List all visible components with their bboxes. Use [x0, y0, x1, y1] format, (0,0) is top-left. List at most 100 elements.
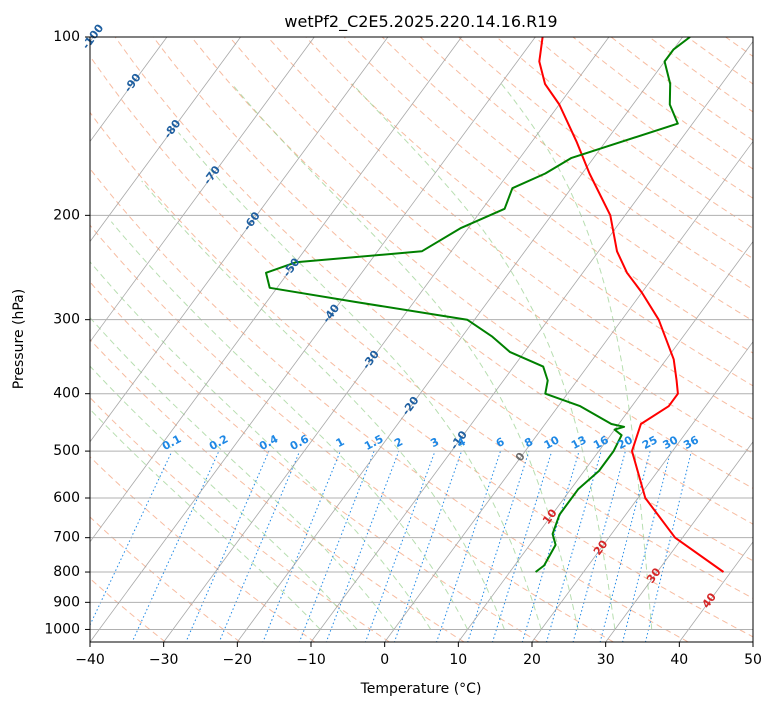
mixing-ratio-line — [521, 450, 580, 642]
x-tick-label: −10 — [296, 652, 326, 668]
y-tick-label: 400 — [53, 386, 80, 402]
dry-adiabat — [725, 37, 753, 58]
mixing-ratio-line — [90, 450, 173, 627]
isotherm-line — [310, 40, 753, 642]
x-tick-label: 10 — [449, 652, 467, 668]
y-tick-label: 300 — [53, 312, 80, 328]
moist-adiabat — [90, 316, 395, 630]
profile-lines — [265, 37, 725, 573]
y-tick-label: 500 — [53, 443, 80, 459]
x-tick-label: −40 — [75, 652, 105, 668]
mixing-ratio-line — [298, 450, 375, 642]
mixing-ratio-label: 0.6 — [288, 432, 312, 453]
isotherm-label: -90 — [121, 71, 143, 95]
dry-adiabat — [90, 516, 241, 642]
isotherm-label: -50 — [280, 255, 302, 279]
x-tick-label: 50 — [744, 652, 762, 668]
chart-title: wetPf2_C2E5.2025.220.14.16.R19 — [284, 12, 557, 32]
isotherm-line — [384, 140, 753, 642]
mixing-ratio-label: 1 — [334, 435, 347, 450]
dry-adiabat — [90, 111, 753, 638]
x-tick-label: −30 — [149, 652, 179, 668]
x-tick-label: 20 — [523, 652, 541, 668]
isotherm-label: 40 — [699, 590, 719, 610]
mixing-ratio-label: 20 — [615, 433, 635, 452]
isotherm-line — [457, 240, 753, 642]
y-axis-title: Pressure (hPa) — [11, 289, 27, 389]
isotherm-line — [90, 37, 536, 642]
y-tick-label: 800 — [53, 564, 80, 580]
y-tick-label: 600 — [53, 490, 80, 506]
moist-adiabat — [178, 132, 542, 630]
isotherm-label: -20 — [399, 394, 421, 418]
y-axis: 100 200 300 400 500 600 700 800 900 1000 — [44, 29, 90, 637]
isotherm-line — [163, 37, 610, 642]
dry-adiabat — [90, 456, 315, 642]
dry-adiabat — [229, 37, 753, 454]
moist-adiabat — [141, 180, 505, 630]
background-lines — [90, 37, 775, 642]
isotherm-line — [90, 37, 241, 243]
mixing-ratio-label: 0.4 — [257, 432, 281, 453]
isotherm-line — [605, 441, 753, 642]
mixing-ratio-line — [131, 450, 220, 642]
dry-adiabat — [267, 37, 753, 420]
mixing-ratio-line — [599, 450, 651, 642]
dry-adiabat — [114, 37, 753, 562]
x-axis: −40 −30 −20 −10 0 10 20 30 40 50 — [75, 642, 762, 668]
dry-adiabat — [90, 167, 689, 642]
temperature-profile-line — [538, 37, 725, 573]
isotherm-line — [90, 37, 168, 143]
dry-adiabat — [90, 396, 390, 642]
moist-adiabat — [90, 261, 432, 630]
mixing-ratio-line — [492, 450, 553, 642]
mixing-ratio-label: 3 — [428, 435, 441, 450]
moist-adiabat — [501, 83, 653, 630]
mixing-ratio-label: 13 — [569, 433, 589, 452]
dry-adiabat — [687, 37, 753, 85]
dry-adiabat — [419, 37, 753, 291]
isotherm-label: -30 — [360, 348, 382, 372]
isotherm-line — [752, 641, 753, 642]
isotherm-line — [90, 37, 315, 343]
dry-adiabat — [191, 37, 753, 489]
mixing-ratio-line — [467, 450, 530, 642]
y-tick-label: 700 — [53, 530, 80, 546]
mixing-ratio-label: 30 — [661, 433, 681, 452]
mixing-ratio-label: 0.2 — [207, 432, 230, 453]
moist-adiabat — [231, 83, 579, 630]
dry-adiabat — [90, 281, 540, 642]
isotherm-label: -60 — [241, 209, 263, 233]
isotherm-line — [90, 37, 462, 543]
mixing-ratio-line — [262, 450, 341, 642]
dry-adiabat — [90, 577, 166, 642]
mixing-ratio-line — [622, 450, 672, 642]
dry-adiabat — [305, 37, 753, 387]
dry-adiabat — [381, 37, 753, 322]
isotherm-label: -70 — [201, 163, 223, 187]
x-tick-label: 30 — [597, 652, 615, 668]
dry-adiabat — [764, 37, 775, 642]
x-tick-label: 40 — [670, 652, 688, 668]
dry-adiabat — [496, 37, 753, 229]
mixing-ratio-line — [325, 450, 400, 642]
dry-adiabat — [458, 37, 753, 260]
mixing-ratio-line — [185, 450, 270, 642]
grid-lines — [90, 37, 753, 642]
mixing-ratio-label: 16 — [591, 433, 611, 452]
mixing-ratio-label: 6 — [494, 435, 507, 450]
moist-adiabat — [90, 408, 321, 630]
dewpoint-profile-line — [265, 37, 691, 573]
x-axis-title: Temperature (°C) — [360, 681, 482, 697]
isotherm-line — [531, 341, 753, 642]
plot-frame — [89, 36, 754, 643]
isotherm-line — [236, 37, 683, 642]
x-tick-label: 0 — [380, 652, 389, 668]
mixing-ratio-line — [218, 450, 301, 642]
x-tick-label: −20 — [223, 652, 253, 668]
moist-adiabat — [90, 365, 358, 630]
y-tick-label: 1000 — [44, 621, 80, 637]
mixing-ratio-label: 2 — [392, 435, 405, 450]
